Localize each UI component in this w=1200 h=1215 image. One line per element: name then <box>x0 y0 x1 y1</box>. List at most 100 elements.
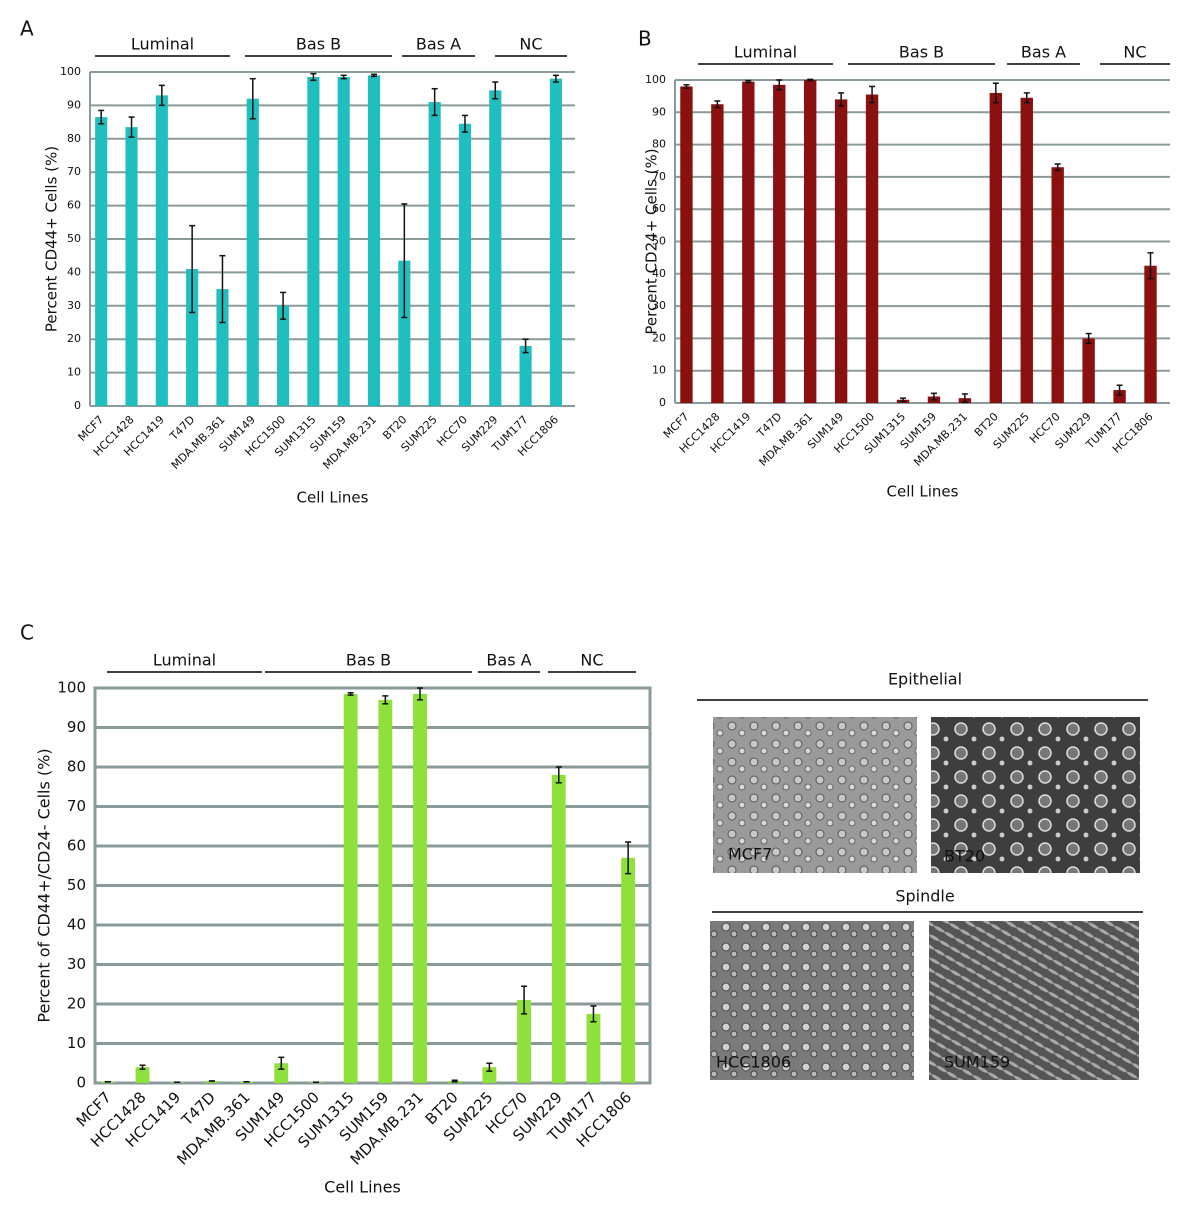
bar <box>378 699 393 1083</box>
micrograph-group-label: Epithelial <box>888 670 962 689</box>
bar <box>398 260 411 406</box>
bar <box>135 1067 150 1083</box>
y-tick-label: 80 <box>67 758 86 776</box>
y-tick-label: 0 <box>76 1074 86 1092</box>
micrograph-label: BT20 <box>944 847 985 866</box>
micrograph-label: SUM159 <box>944 1053 1010 1072</box>
panel-label: B <box>638 27 652 51</box>
bar <box>711 104 724 403</box>
y-tick-label: 30 <box>67 299 81 312</box>
bar <box>216 289 229 406</box>
group-label: Bas B <box>899 43 944 62</box>
bar <box>804 80 817 403</box>
bar <box>834 99 848 403</box>
y-tick-label: 30 <box>67 955 86 973</box>
y-tick-label: 20 <box>652 331 666 344</box>
group-label: Bas A <box>486 651 531 670</box>
y-tick-label: 0 <box>659 396 666 409</box>
bar <box>621 857 636 1083</box>
bar <box>489 90 502 407</box>
bar <box>482 1067 497 1083</box>
micrograph <box>931 717 1140 873</box>
y-axis-label: Percent of CD44+/CD24- Cells (%) <box>35 748 54 1022</box>
bar <box>155 95 168 406</box>
micrographs: Epithelial Spindle MCF7 BT20 HCC1806 SUM… <box>697 670 1148 1080</box>
y-axis-label: Percent CD44+ Cells (%) <box>43 146 61 332</box>
y-tick-label: 10 <box>652 364 666 377</box>
x-axis-label: Cell Lines <box>887 483 959 501</box>
micrograph-label: MCF7 <box>728 845 772 864</box>
panel-label: C <box>20 621 34 645</box>
y-tick-label: 40 <box>67 265 81 278</box>
bar <box>1082 338 1095 403</box>
group-label: Bas A <box>416 35 461 54</box>
y-tick-label: 90 <box>67 98 81 111</box>
y-tick-label: 70 <box>67 797 86 815</box>
bar <box>1113 390 1126 403</box>
bar <box>125 127 138 407</box>
y-tick-label: 10 <box>67 366 81 379</box>
y-tick-label: 70 <box>652 170 666 183</box>
bar <box>989 92 1003 404</box>
y-tick-label: 0 <box>74 399 81 412</box>
y-tick-label: 20 <box>67 332 81 345</box>
x-tick-label: MDA.MB.231 <box>320 413 379 472</box>
bar <box>586 1013 601 1083</box>
y-tick-label: 70 <box>67 165 81 178</box>
y-tick-label: 60 <box>67 199 81 212</box>
bar <box>428 102 441 406</box>
bar <box>1020 97 1033 403</box>
bar <box>865 94 879 403</box>
y-tick-label: 60 <box>652 202 666 215</box>
bar <box>742 81 755 404</box>
bar <box>517 1000 532 1083</box>
panel-label: A <box>20 17 34 41</box>
group-label: NC <box>580 651 603 670</box>
bar <box>1144 265 1157 403</box>
bar <box>551 774 566 1083</box>
bar <box>95 117 108 406</box>
y-tick-label: 40 <box>652 267 666 280</box>
x-axis-label: Cell Lines <box>297 489 369 507</box>
plot-frame <box>93 686 652 1085</box>
group-label: Luminal <box>734 43 797 62</box>
y-tick-label: 30 <box>652 299 666 312</box>
y-tick-label: 100 <box>60 65 81 78</box>
x-axis-label: Cell Lines <box>324 1178 401 1197</box>
bar <box>186 269 199 406</box>
bar <box>549 78 562 407</box>
y-axis-label: Percent CD24+ Cells (%) <box>643 148 661 334</box>
bar <box>274 1063 289 1083</box>
group-label: NC <box>519 35 542 54</box>
micrograph <box>710 921 914 1080</box>
y-tick-label: 50 <box>652 235 666 248</box>
micrograph-label: HCC1806 <box>716 1053 791 1072</box>
bar <box>458 123 472 407</box>
micrograph <box>713 717 917 873</box>
group-label: Bas B <box>296 35 341 54</box>
bar <box>519 345 532 406</box>
y-tick-label: 100 <box>645 73 666 86</box>
y-tick-label: 40 <box>67 916 86 934</box>
bar <box>204 1081 219 1083</box>
bar <box>343 693 358 1083</box>
bar <box>246 98 259 406</box>
y-tick-label: 50 <box>67 232 81 245</box>
bar <box>337 77 350 406</box>
y-tick-label: 80 <box>67 132 81 145</box>
bar <box>680 86 693 404</box>
bar <box>773 84 786 403</box>
bar <box>1051 167 1064 403</box>
y-tick-label: 20 <box>67 995 86 1013</box>
group-label: NC <box>1123 43 1146 62</box>
y-tick-label: 10 <box>67 1034 86 1052</box>
bar <box>307 77 320 406</box>
group-label: Luminal <box>131 35 194 54</box>
group-label: Bas B <box>346 651 391 670</box>
micrograph-group-label: Spindle <box>895 887 954 906</box>
group-label: Bas A <box>1021 43 1066 62</box>
y-tick-label: 50 <box>67 876 86 894</box>
bar <box>413 693 427 1083</box>
y-tick-label: 90 <box>67 718 86 736</box>
